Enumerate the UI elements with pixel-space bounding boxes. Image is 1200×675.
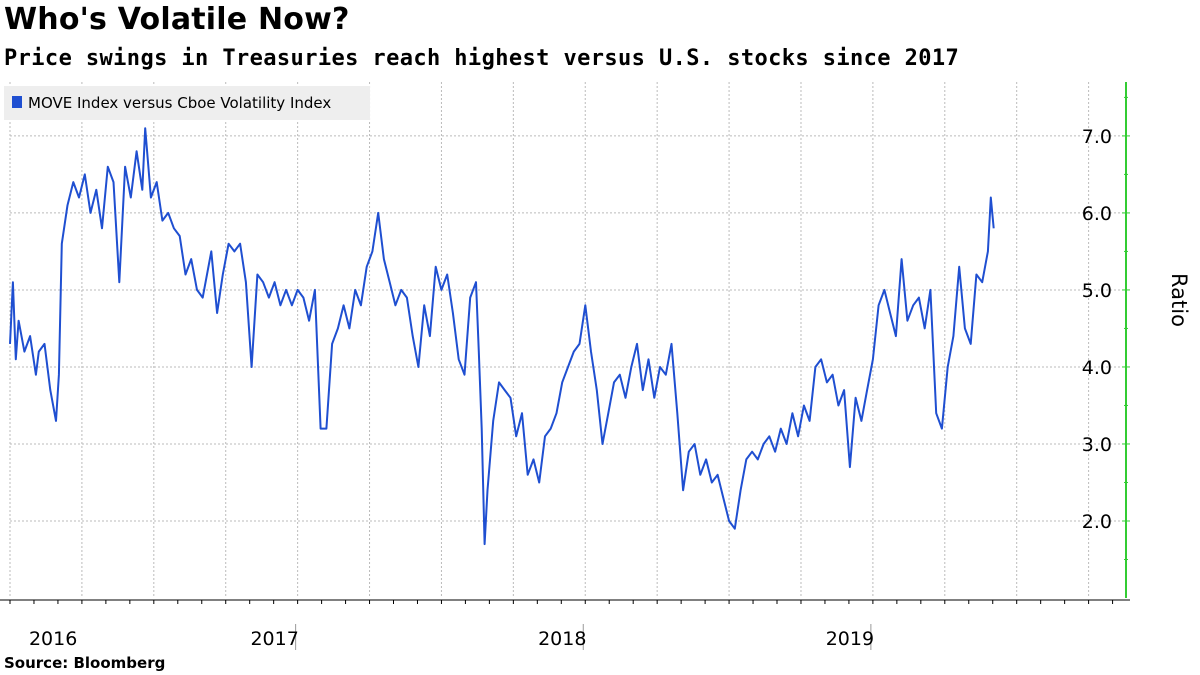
x-year-label: 2017	[250, 628, 298, 650]
y-tick-label: 6.0	[1082, 203, 1112, 225]
legend-entry: MOVE Index versus Cboe Volatility Index	[28, 94, 331, 112]
axis-labels: 2.0 3.0 4.0 5.0 6.0 7.0 Ratio 2016 2017 2018 2019	[29, 126, 1191, 650]
y-tick-label: 7.0	[1082, 126, 1112, 148]
legend-box	[4, 86, 370, 120]
series-line	[9, 127, 995, 546]
y-tick-label: 2.0	[1082, 511, 1112, 533]
y-tick-label: 4.0	[1082, 357, 1112, 379]
source-note: Source: Bloomberg	[4, 654, 166, 672]
chart-subtitle: Price swings in Treasuries reach highest…	[4, 46, 960, 71]
legend-swatch	[12, 96, 22, 108]
x-year-label: 2019	[826, 628, 874, 650]
x-year-label: 2016	[29, 628, 77, 650]
y-tick-label: 3.0	[1082, 434, 1112, 456]
y-tick-label: 5.0	[1082, 280, 1112, 302]
legend: MOVE Index versus Cboe Volatility Index	[4, 86, 370, 120]
y-axis-label: Ratio	[1167, 273, 1191, 327]
chart-title: Who's Volatile Now?	[4, 2, 350, 37]
axes	[0, 82, 1130, 650]
series-marks	[9, 127, 995, 546]
x-year-label: 2018	[538, 628, 586, 650]
gridlines	[9, 82, 1126, 598]
